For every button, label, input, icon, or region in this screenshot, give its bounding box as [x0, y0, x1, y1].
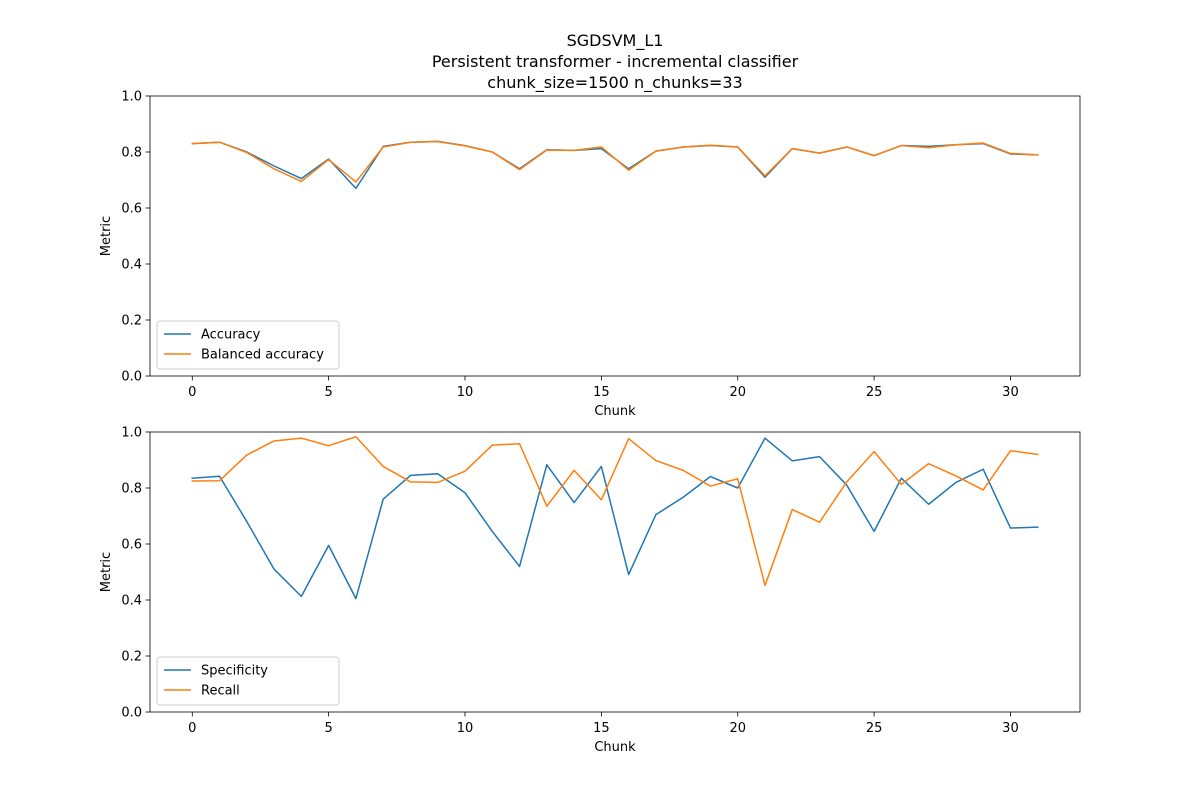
chart-1-legend-label-1: Recall [201, 684, 240, 699]
chart-0-series-line-1 [191, 140, 1039, 183]
chart-0-x-tick-label-3: 15 [593, 385, 610, 400]
chart-0-y-tick-label-0: 0.0 [121, 370, 142, 385]
chart-1-x-tick-label-0: 0 [188, 721, 196, 736]
chart-0-y-tick-label-5: 1.0 [121, 90, 142, 105]
chart-0-y-tick-label-3: 0.6 [121, 202, 142, 217]
chart-1-series-line-0 [191, 437, 1039, 600]
chart-0-y-tick-label-1: 0.2 [121, 314, 142, 329]
chart-1-y-tick-label-2: 0.4 [121, 594, 142, 609]
chart-0-axes-frame [149, 95, 1081, 377]
chart-0-y-tick-label-4: 0.8 [121, 146, 142, 161]
chart-1-y-axis-label: Metric [99, 552, 114, 592]
chart-1-x-tick-label-1: 5 [324, 721, 332, 736]
chart-bottom-specificity-recall: 0 5 10 15 20 25 30 0.0 0.2 0.4 0.6 0.8 1.0 Chunk Metri… [99, 426, 1081, 755]
chart-0-x-tick-label-5: 25 [866, 385, 883, 400]
chart-0-x-tick-label-0: 0 [188, 385, 196, 400]
chart-1-y-tick-label-5: 1.0 [121, 426, 142, 441]
chart-0-x-axis-label: Chunk [594, 404, 636, 419]
chart-1-x-tick-label-4: 20 [729, 721, 746, 736]
chart-0-y-axis-label: Metric [99, 216, 114, 256]
chart-1-y-tick-label-3: 0.6 [121, 538, 142, 553]
chart-1-x-tick-label-6: 30 [1002, 721, 1019, 736]
chart-1-x-tick-label-2: 10 [457, 721, 474, 736]
chart-1-legend-box [156, 656, 340, 706]
chart-1-legend: Specificity Recall [156, 656, 340, 706]
chart-1-legend-label-0: Specificity [201, 664, 268, 679]
chart-0-x-tick-label-4: 20 [729, 385, 746, 400]
chart-1-y-tick-label-0: 0.0 [121, 706, 142, 721]
chart-1-axes-frame [149, 431, 1081, 713]
chart-1-y-tick-label-1: 0.2 [121, 650, 142, 665]
figure-title: SGDSVM_L1 Persistent transformer - incre… [432, 31, 799, 93]
chart-0-legend: Accuracy Balanced accuracy [156, 320, 340, 370]
chart-1-y-tick-label-4: 0.8 [121, 482, 142, 497]
chart-0-x-tick-label-2: 10 [457, 385, 474, 400]
chart-1-x-axis-label: Chunk [594, 740, 636, 755]
chart-0-x-tick-label-1: 5 [324, 385, 332, 400]
chart-0-x-tick-label-6: 30 [1002, 385, 1019, 400]
chart-1-x-tick-label-3: 15 [593, 721, 610, 736]
chart-1-series-line-1 [191, 436, 1039, 587]
chart-0-legend-label-0: Accuracy [201, 328, 261, 343]
chart-1-x-tick-label-5: 25 [866, 721, 883, 736]
chart-0-legend-box [156, 320, 340, 370]
title-line-1: SGDSVM_L1 [567, 31, 664, 51]
title-line-2: Persistent transformer - incremental cla… [432, 52, 799, 71]
chart-0-legend-label-1: Balanced accuracy [201, 348, 324, 363]
chart-0-y-tick-label-2: 0.4 [121, 258, 142, 273]
title-line-3: chunk_size=1500 n_chunks=33 [487, 73, 742, 93]
chart-top-accuracy: 0 5 10 15 20 25 30 0.0 0.2 0.4 0.6 0.8 1.0 Chunk Metri… [99, 90, 1081, 419]
